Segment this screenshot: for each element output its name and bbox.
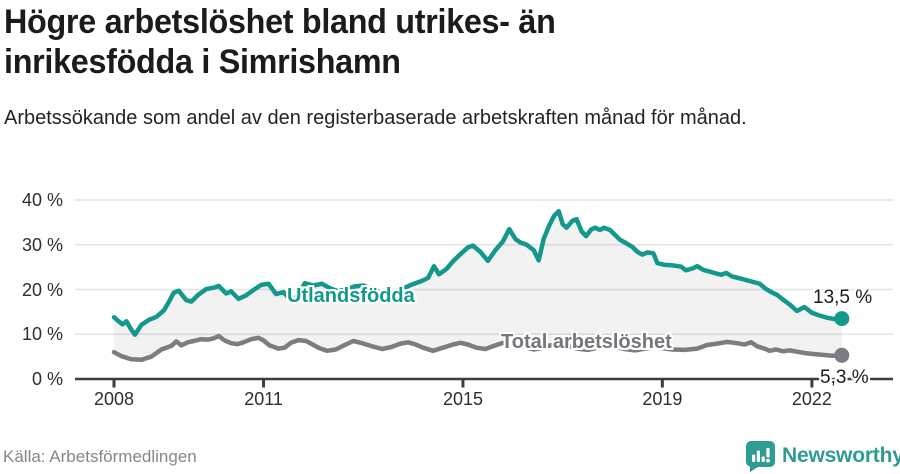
series-band-fill [114, 211, 842, 360]
chart-subtitle: Arbetssökande som andel av den registerb… [4, 107, 747, 129]
y-axis-label: 0 % [31, 369, 63, 389]
series-label-utlandsfodda: Utlandsfödda [287, 285, 415, 307]
newsworthy-logo-icon [746, 440, 775, 472]
y-axis-label: 10 % [21, 324, 63, 344]
y-axis-label: 40 % [21, 190, 63, 210]
x-axis-label: 2022 [791, 389, 832, 409]
source-caption: Källa: Arbetsförmedlingen [3, 447, 197, 466]
series-end-dot-total [834, 347, 850, 363]
y-axis-label: 30 % [21, 234, 63, 255]
series-end-dot-utlandsfodda [834, 311, 850, 327]
page-title: Högre arbetslöshet bland utrikes- än inr… [4, 3, 556, 81]
y-axis-label: 20 % [21, 279, 63, 300]
end-value-label-total-arbetsloshet: 5,3 % [820, 367, 869, 388]
bar-chart-icon [752, 447, 770, 462]
newsworthy-logo[interactable]: Newsworthy [744, 439, 900, 473]
newsworthy-wordmark: Newsworthy [782, 444, 900, 467]
end-value-label-utlandsfodda: 13,5 % [813, 287, 873, 308]
x-axis-label: 2008 [93, 389, 135, 409]
x-axis-label: 2015 [442, 389, 484, 409]
series-line-total [111, 333, 845, 363]
x-axis-label: 2019 [642, 389, 683, 409]
x-axis-label: 2011 [244, 389, 283, 409]
series-line-utlandsfodda [111, 208, 845, 337]
plot-area [75, 199, 893, 388]
series-label-total-arbetsloshet: Total arbetslöshet [501, 331, 672, 353]
